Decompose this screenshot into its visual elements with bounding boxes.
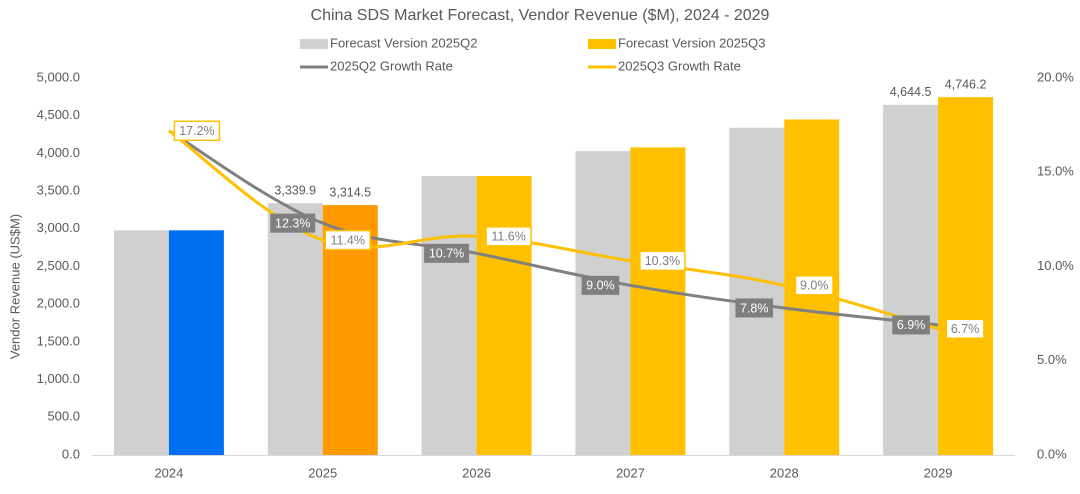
y-tick-label: 0.0 <box>62 446 80 461</box>
growth-2025q3-label: 6.7% <box>951 322 980 336</box>
bar-2025q3-value-label: 4,746.2 <box>945 77 987 91</box>
x-tick-label: 2025 <box>308 465 337 480</box>
growth-2025q2-label: 9.0% <box>586 279 615 293</box>
growth-2025q2-label: 7.8% <box>740 301 769 315</box>
y-tick-label: 5,000.0 <box>37 69 80 84</box>
y-tick-label: 1,500.0 <box>37 333 80 348</box>
y-tick-label: 3,000.0 <box>37 220 80 235</box>
bar-2025q2-value-label: 4,644.5 <box>890 85 932 99</box>
y-tick-label: 3,500.0 <box>37 183 80 198</box>
growth-2025q3-label: 9.0% <box>800 279 829 293</box>
growth-2025q3-label-box <box>945 318 985 339</box>
x-tick-label: 2028 <box>770 465 799 480</box>
bar-2025q2-value-label: 3,339.9 <box>274 183 316 197</box>
growth-2025q3-label: 10.3% <box>645 254 680 268</box>
bar-2025q2-2028 <box>729 127 785 455</box>
bar-2025q3-value-label: 3,314.5 <box>329 185 371 199</box>
y-tick-label: 500.0 <box>47 409 80 424</box>
y-tick-label: 2,500.0 <box>37 258 80 273</box>
y-tick-label: 4,500.0 <box>37 107 80 122</box>
x-tick-label: 2027 <box>616 465 645 480</box>
growth-2025q2-label-box <box>424 243 470 263</box>
line-2025q2-growth <box>168 129 939 327</box>
y2-tick-label: 5.0% <box>1037 352 1067 367</box>
y-tick-label: 1,000.0 <box>37 371 80 386</box>
growth-2025q3-label-box <box>485 226 532 247</box>
growth-2025q2-label: 6.9% <box>897 318 926 332</box>
legend-label-0: Forecast Version 2025Q2 <box>330 35 477 50</box>
bar-2025q2-2025 <box>267 203 323 455</box>
chart-title: China SDS Market Forecast, Vendor Revenu… <box>311 7 770 24</box>
growth-2025q2-label-box <box>892 315 930 335</box>
growth-2025q3-label-box <box>639 250 686 272</box>
y2-tick-label: 20.0% <box>1037 69 1074 84</box>
growth-2025q3-label-box <box>173 120 221 142</box>
bar-2025q3-2027 <box>630 147 686 456</box>
y-tick-label: 4,000.0 <box>37 145 80 160</box>
x-tick-label: 2026 <box>462 465 491 480</box>
growth-2025q2-label: 10.7% <box>429 247 464 261</box>
growth-2025q2-label-box <box>270 213 316 233</box>
bar-2025q2-2027 <box>575 151 631 455</box>
growth-2025q2-label-box <box>735 298 774 318</box>
bar-2025q3-2026 <box>476 176 532 455</box>
bar-2025q2-2024 <box>113 230 169 455</box>
growth-2025q3-label-box <box>794 275 834 296</box>
legend-label-1: Forecast Version 2025Q3 <box>618 35 765 50</box>
legend-label-2: 2025Q2 Growth Rate <box>330 58 453 73</box>
growth-2025q2-label: 12.3% <box>275 216 310 230</box>
bar-2025q2-2029 <box>883 104 939 456</box>
y-axis-title: Vendor Revenue (US$M) <box>7 214 22 359</box>
growth-2025q3-label: 17.2% <box>179 124 214 138</box>
legend-label-3: 2025Q3 Growth Rate <box>618 58 741 73</box>
growth-2025q2-label-box <box>581 275 620 295</box>
legend-swatch-0 <box>300 39 328 49</box>
y2-tick-label: 0.0% <box>1037 446 1067 461</box>
legend-swatch-1 <box>588 39 616 49</box>
y2-tick-label: 15.0% <box>1037 164 1074 179</box>
growth-2025q3-label: 11.4% <box>330 233 365 247</box>
bar-2025q3-2029 <box>938 97 994 455</box>
growth-2025q3-label: 11.6% <box>491 230 526 244</box>
y-tick-label: 2,000.0 <box>37 296 80 311</box>
bar-2025q3-2024 <box>168 230 224 455</box>
bar-2025q2-2026 <box>421 176 477 455</box>
x-tick-label: 2029 <box>924 465 953 480</box>
growth-2025q3-label-box <box>324 229 371 251</box>
x-tick-label: 2024 <box>154 465 183 480</box>
y2-tick-label: 10.0% <box>1037 258 1074 273</box>
